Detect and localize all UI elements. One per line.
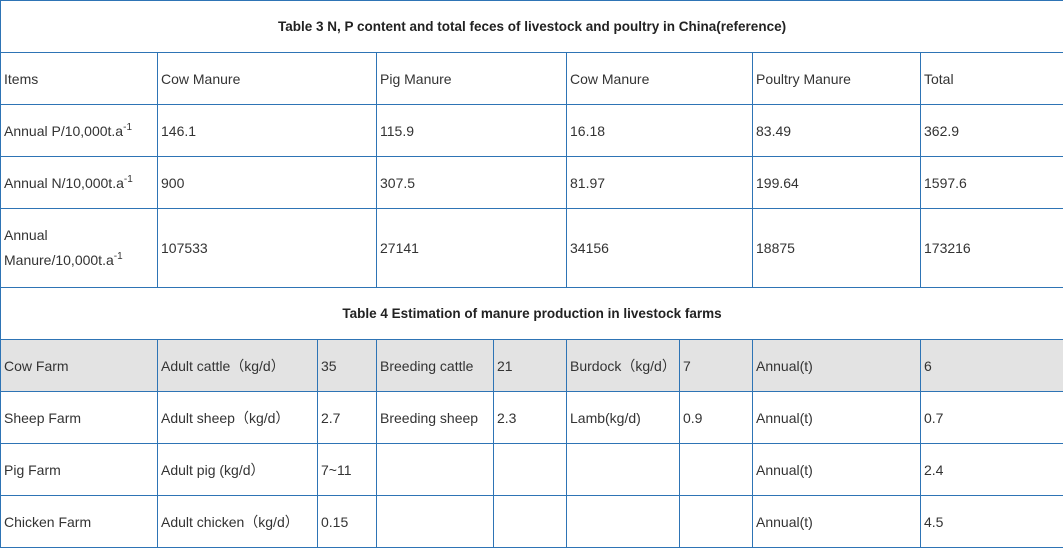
table-row: Pig Farm Adult pig (kg/d） 7~11 Annual(t)…: [1, 444, 1063, 496]
table-cell: 2.3: [494, 392, 567, 444]
table-cell: [680, 496, 753, 548]
table-cell: [567, 496, 680, 548]
header-items: Items: [1, 53, 158, 105]
table-cell: Annual(t): [753, 340, 921, 392]
table-cell: Adult cattle（kg/d）: [158, 340, 318, 392]
table-cell: 199.64: [753, 157, 921, 209]
table-row: Chicken Farm Adult chicken（kg/d） 0.15 An…: [1, 496, 1063, 548]
table-cell: 900: [158, 157, 377, 209]
table-cell: 18875: [753, 209, 921, 288]
table-cell: 4.5: [921, 496, 1063, 548]
table-cell: 7: [680, 340, 753, 392]
farm-label: Pig Farm: [1, 444, 158, 496]
header-total: Total: [921, 53, 1063, 105]
table-cell: 16.18: [567, 105, 753, 157]
farm-label: Sheep Farm: [1, 392, 158, 444]
table-cell: 0.15: [318, 496, 377, 548]
table3-header-row: Items Cow Manure Pig Manure Cow Manure P…: [1, 53, 1063, 105]
table-cell: 35: [318, 340, 377, 392]
table-cell: [680, 444, 753, 496]
header-poultry-manure: Poultry Manure: [753, 53, 921, 105]
table-cell: [377, 496, 494, 548]
table-cell: 21: [494, 340, 567, 392]
table-cell: 34156: [567, 209, 753, 288]
table-cell: Annual(t): [753, 444, 921, 496]
table-cell: 307.5: [377, 157, 567, 209]
table-cell: 2.4: [921, 444, 1063, 496]
table-cell: 0.9: [680, 392, 753, 444]
table-cell: [377, 444, 494, 496]
table-cell: 146.1: [158, 105, 377, 157]
farm-label: Cow Farm: [1, 340, 158, 392]
table-cell: Annual(t): [753, 496, 921, 548]
table-cell: 83.49: [753, 105, 921, 157]
table-row: Annual P/10,000t.a-1 146.1 115.9 16.18 8…: [1, 105, 1063, 157]
header-cow-manure-2: Cow Manure: [567, 53, 753, 105]
table-cell: [567, 444, 680, 496]
table-cell: Lamb(kg/d): [567, 392, 680, 444]
farm-label: Chicken Farm: [1, 496, 158, 548]
table-cell: 173216: [921, 209, 1063, 288]
header-pig-manure: Pig Manure: [377, 53, 567, 105]
table-cell: Annual(t): [753, 392, 921, 444]
table-cell: Adult chicken（kg/d）: [158, 496, 318, 548]
table-cell: Burdock（kg/d）: [567, 340, 680, 392]
table-cell: 6: [921, 340, 1063, 392]
table-row: Sheep Farm Adult sheep（kg/d） 2.7 Breedin…: [1, 392, 1063, 444]
table-cell: Breeding sheep: [377, 392, 494, 444]
table3-title-row: Table 3 N, P content and total feces of …: [1, 1, 1063, 53]
table-cell: 2.7: [318, 392, 377, 444]
table-cell: 81.97: [567, 157, 753, 209]
table4-title-row: Table 4 Estimation of manure production …: [1, 288, 1063, 340]
table-cell: Breeding cattle: [377, 340, 494, 392]
table-cell: 0.7: [921, 392, 1063, 444]
table-cell: 1597.6: [921, 157, 1063, 209]
table-cell: 27141: [377, 209, 567, 288]
table-row: Cow Farm Adult cattle（kg/d） 35 Breeding …: [1, 340, 1063, 392]
table-cell: [494, 444, 567, 496]
table-cell: Adult sheep（kg/d）: [158, 392, 318, 444]
table4-title: Table 4 Estimation of manure production …: [1, 288, 1063, 340]
table-row: Annual N/10,000t.a-1 900 307.5 81.97 199…: [1, 157, 1063, 209]
table-cell: Adult pig (kg/d）: [158, 444, 318, 496]
header-cow-manure: Cow Manure: [158, 53, 377, 105]
table-cell: 362.9: [921, 105, 1063, 157]
row-label: Annual N/10,000t.a-1: [1, 157, 158, 209]
table-cell: 115.9: [377, 105, 567, 157]
table-cell: [494, 496, 567, 548]
row-label: Annual P/10,000t.a-1: [1, 105, 158, 157]
table-cell: 107533: [158, 209, 377, 288]
table-cell: 7~11: [318, 444, 377, 496]
table3-title: Table 3 N, P content and total feces of …: [1, 1, 1063, 53]
